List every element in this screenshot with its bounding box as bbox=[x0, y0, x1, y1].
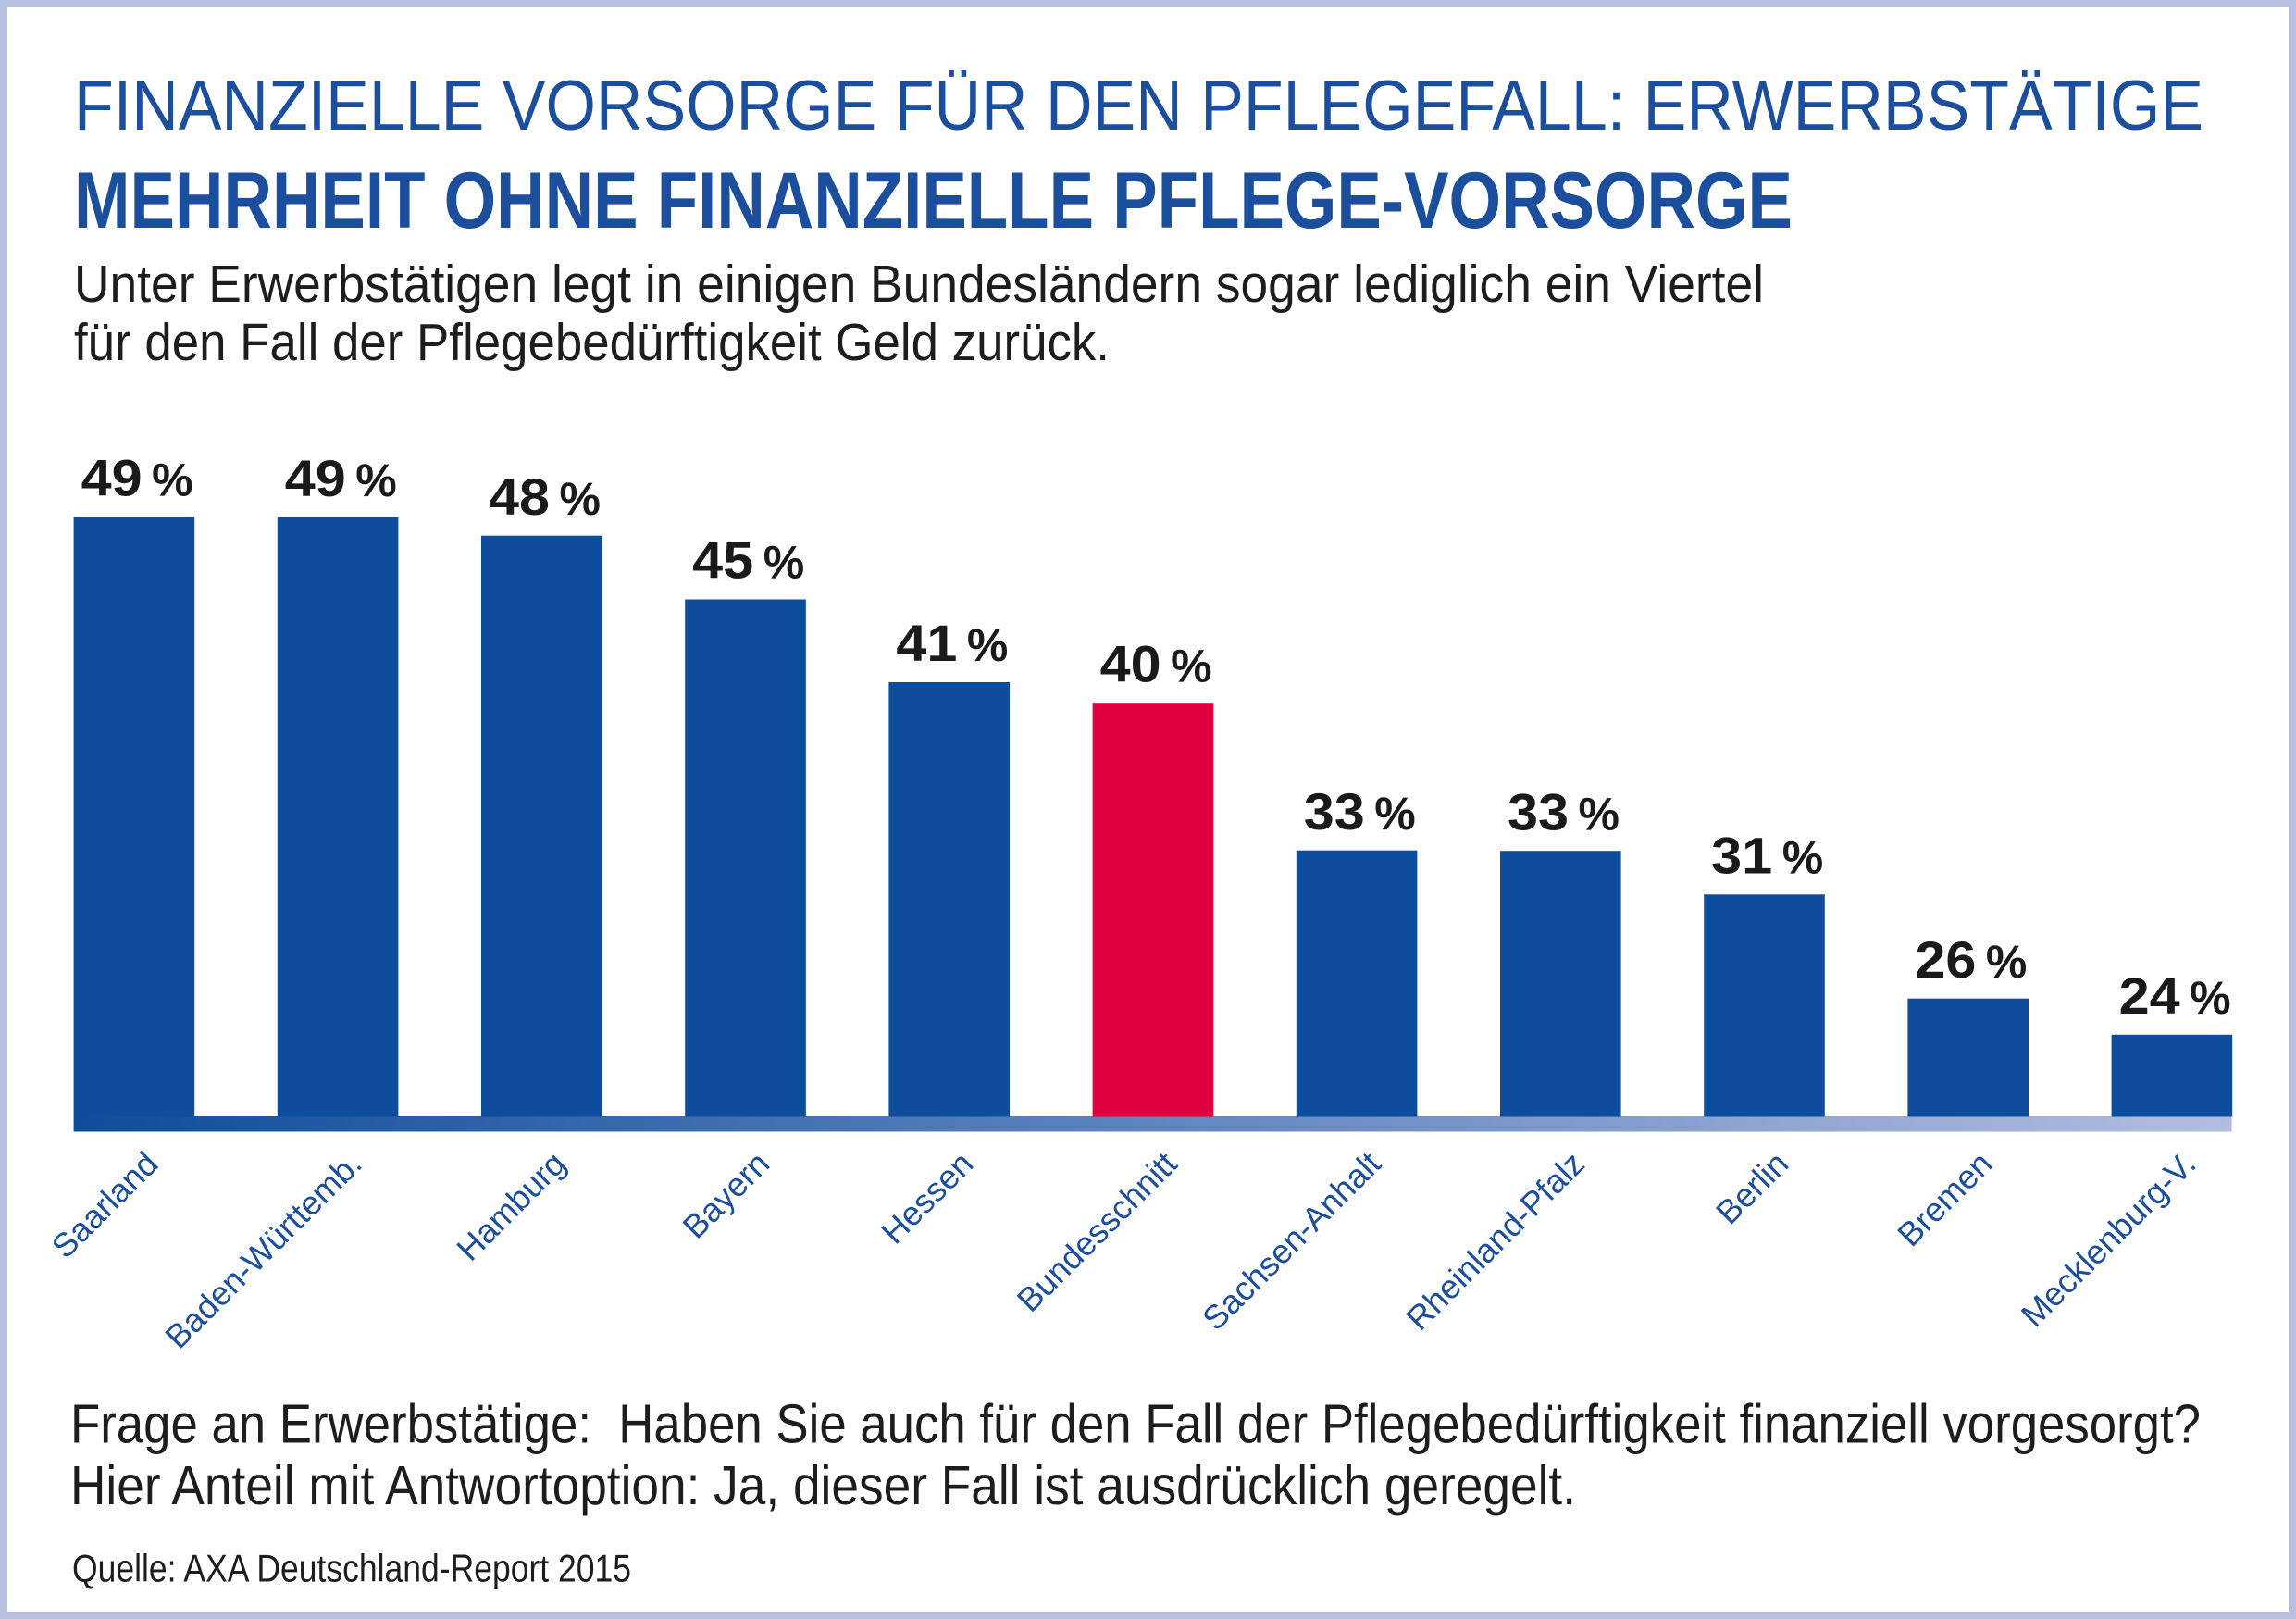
svg-text:FINANZIELLE VORSORGE FÜR DEN P: FINANZIELLE VORSORGE FÜR DEN PFLEGEFALL:… bbox=[74, 67, 2203, 145]
svg-text:49: 49 bbox=[285, 449, 346, 507]
svg-text:49: 49 bbox=[81, 449, 143, 507]
svg-text:%: % bbox=[2190, 972, 2230, 1024]
svg-text:%: % bbox=[1782, 832, 1823, 884]
svg-text:Quelle: AXA Deutschland-Report: Quelle: AXA Deutschland-Report 2015 bbox=[72, 1547, 631, 1590]
svg-text:41: 41 bbox=[896, 614, 957, 672]
svg-text:48: 48 bbox=[489, 467, 550, 526]
svg-text:%: % bbox=[560, 473, 601, 525]
svg-text:Unter Erwerbstätigen legt in e: Unter Erwerbstätigen legt in einigen Bun… bbox=[74, 255, 1764, 314]
svg-text:%: % bbox=[152, 455, 192, 506]
svg-text:%: % bbox=[1374, 788, 1415, 840]
svg-text:%: % bbox=[763, 537, 804, 589]
svg-text:40: 40 bbox=[1100, 634, 1161, 692]
svg-text:%: % bbox=[967, 619, 1008, 671]
svg-text:MEHRHEIT OHNE FINANZIELLE PFLE: MEHRHEIT OHNE FINANZIELLE PFLEGE-VORSORG… bbox=[74, 156, 1793, 245]
svg-text:%: % bbox=[1986, 936, 2027, 988]
svg-text:26: 26 bbox=[1915, 930, 1976, 989]
svg-text:für den Fall der Pflegebedürft: für den Fall der Pflegebedürftigkeit Gel… bbox=[74, 313, 1110, 372]
svg-text:Frage an Erwerbstätige: Haben: Frage an Erwerbstätige: Haben Sie auch f… bbox=[70, 1394, 2201, 1455]
svg-text:%: % bbox=[1171, 640, 1211, 691]
svg-text:33: 33 bbox=[1508, 782, 1569, 841]
svg-text:%: % bbox=[355, 455, 396, 506]
svg-text:Hier Anteil mit Antwortoption:: Hier Anteil mit Antwortoption: Ja, diese… bbox=[70, 1455, 1576, 1516]
svg-text:24: 24 bbox=[2119, 966, 2180, 1025]
svg-text:45: 45 bbox=[692, 531, 753, 590]
svg-text:31: 31 bbox=[1711, 827, 1772, 885]
svg-text:33: 33 bbox=[1304, 782, 1365, 841]
svg-text:%: % bbox=[1579, 788, 1620, 840]
